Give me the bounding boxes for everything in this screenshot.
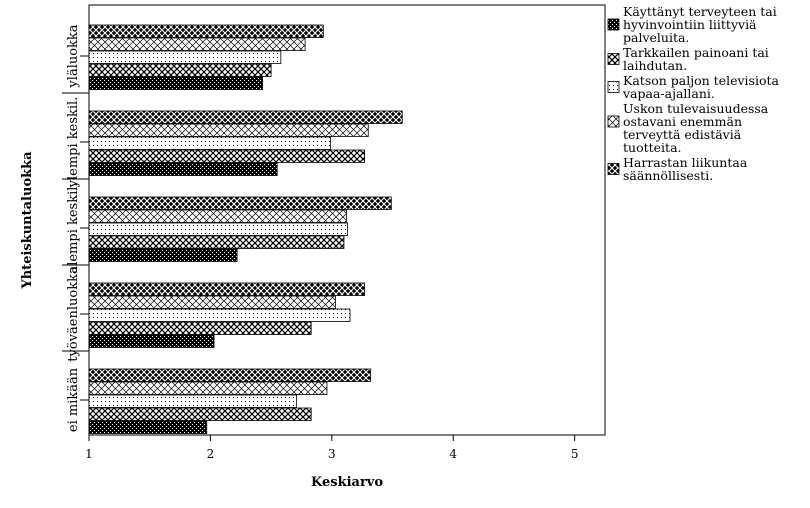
bar-0-1 [88,63,272,77]
bar-3-3 [88,295,336,309]
legend-swatch [607,18,620,31]
legend-label: Uskon tulevaisuudessa [623,101,769,116]
category-label: yläluokka [66,24,81,88]
bar-4-2 [88,394,298,408]
bar-0-2 [88,50,282,64]
x-axis: 1 2 3 4 5 [85,435,578,461]
legend-label: säännöllisesti. [623,168,713,183]
category-label: työväenluokka [66,266,81,362]
legend-swatch [607,163,620,175]
bar-4-4 [88,368,372,382]
category-labels: yläluokka ylempi keskil.alempi keskil.työ… [66,24,81,432]
bar-1-3 [88,123,369,137]
x-tick-label: 3 [328,447,336,461]
legend-label: vapaa-ajallani. [622,86,715,101]
legend-label: tuotteita. [623,140,682,155]
bar-1-2 [88,136,332,150]
bars-layer [88,24,403,434]
bar-3-0 [88,334,215,348]
bar-3-1 [88,321,312,335]
bar-1-1 [88,149,366,163]
bar-1-0 [88,162,278,176]
bar-2-2 [88,222,349,236]
bar-2-4 [88,196,392,210]
x-tick-label: 2 [207,447,215,461]
legend-label: Katson paljon televisiota [623,73,779,88]
legend-swatch [607,115,620,128]
bar-4-0 [88,420,208,434]
bar-4-1 [88,407,312,421]
bar-0-0 [88,76,264,90]
x-tick-label: 1 [85,447,93,461]
bar-1-4 [88,110,403,124]
bar-4-3 [88,381,328,395]
bar-2-0 [88,248,238,262]
legend-label: laihdutan. [623,58,687,73]
legend-label: terveyttä edistäviä [623,127,742,142]
legend-label: hyvinvointiin liittyviä [623,17,757,32]
bar-0-3 [88,37,306,51]
bar-3-4 [88,282,366,296]
x-tick-label: 4 [449,447,457,461]
legend-swatch [607,81,620,93]
bar-0-4 [88,24,324,38]
y-axis-ticks [62,55,89,401]
category-label: ylempi keskil. [66,97,81,189]
category-label: alempi keskil. [66,182,81,273]
x-axis-title: Keskiarvo [311,475,383,490]
legend-label: Harrastan liikuntaa [623,155,748,170]
legend-label: ostavani enemmän [623,114,742,129]
category-label: ei mikään [66,367,81,432]
y-axis-title: Yhteiskuntaluokka [20,151,35,290]
bar-2-1 [88,235,345,249]
legend-swatch [607,53,620,65]
legend-label: Tarkkailen painoani tai [623,45,769,60]
x-tick-label: 5 [571,447,579,461]
legend-label: palveluita. [623,30,689,45]
legend-label: Käyttänyt terveyteen tai [623,4,777,19]
bar-2-3 [88,209,347,223]
bar-3-2 [88,308,351,322]
